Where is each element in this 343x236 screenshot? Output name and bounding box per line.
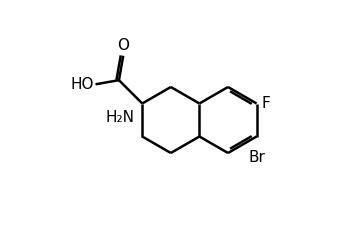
Text: HO: HO bbox=[70, 77, 94, 92]
Text: Br: Br bbox=[248, 151, 265, 165]
Text: O: O bbox=[117, 38, 129, 53]
Text: H₂N: H₂N bbox=[105, 110, 134, 125]
Text: F: F bbox=[262, 96, 270, 111]
